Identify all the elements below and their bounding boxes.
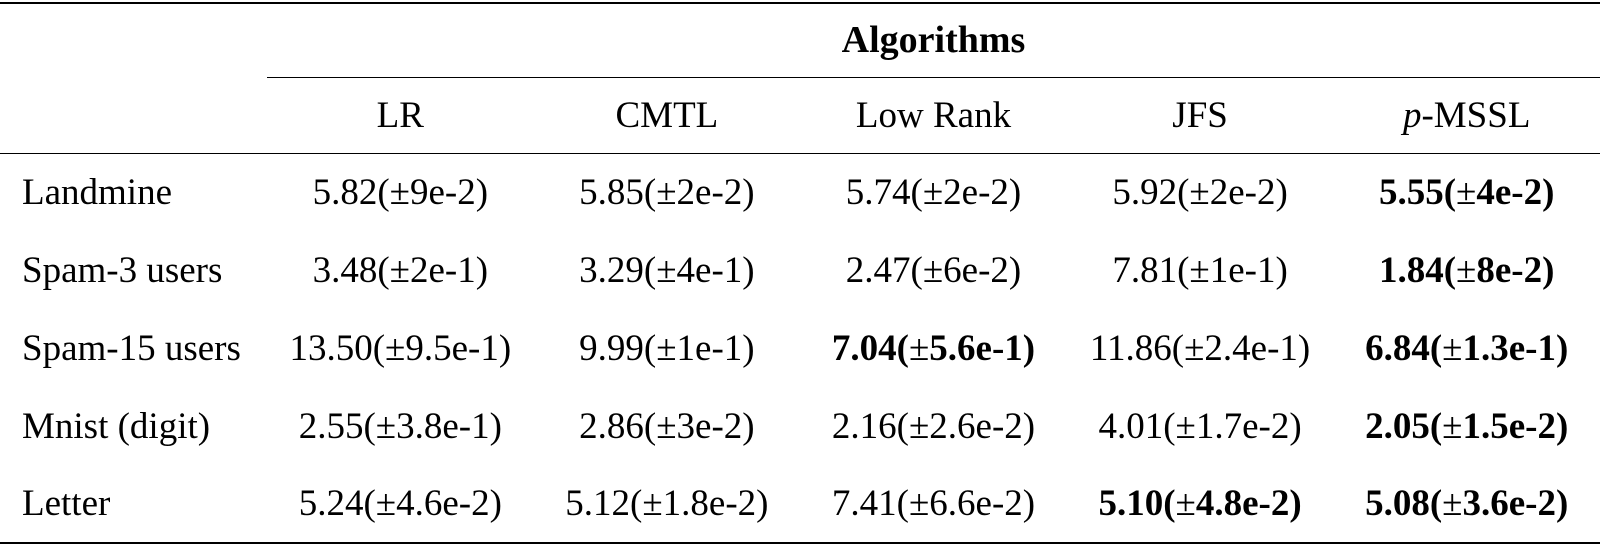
result-cell: 5.08(±3.6e-2)	[1365, 483, 1569, 524]
column-header-jfs: JFS	[1066, 77, 1334, 154]
plus-minus-symbol: ±	[1175, 483, 1196, 524]
table-row: Letter 5.24(±4.6e-2) 5.12(±1.8e-2) 7.41(±6.…	[0, 465, 1600, 543]
plus-minus-symbol: ±	[656, 171, 677, 213]
plus-minus-symbol: ±	[1189, 171, 1210, 213]
plus-minus-symbol: ±	[375, 483, 397, 524]
result-cell: 5.85(±2e-2)	[579, 171, 755, 213]
result-cell: 4.01(±1.7e-2)	[1098, 405, 1302, 447]
column-header-row: LR CMTL Low Rank JFS p-MSSL	[0, 77, 1600, 154]
column-header-cmtl: CMTL	[533, 77, 801, 154]
result-cell: 2.86(±3e-2)	[579, 405, 755, 447]
plus-minus-symbol: ±	[375, 405, 397, 447]
plus-minus-symbol: ±	[1189, 249, 1210, 291]
plus-minus-symbol: ±	[922, 249, 944, 291]
result-cell: 5.55(±4e-2)	[1378, 171, 1555, 213]
plus-minus-symbol: ±	[1442, 327, 1463, 369]
result-cell: 5.74(±2e-2)	[845, 171, 1022, 213]
table-row: Mnist (digit) 2.55(±3.8e-1) 2.86(±3e-2) 2.1…	[0, 387, 1600, 465]
result-cell: 6.84(±1.3e-1)	[1365, 327, 1569, 369]
dataset-label: Mnist (digit)	[22, 405, 211, 447]
plus-minus-symbol: ±	[656, 405, 677, 447]
plus-minus-symbol: ±	[1442, 405, 1463, 447]
result-cell: 1.84(±8e-2)	[1378, 249, 1555, 291]
dataset-label: Spam-3 users	[22, 249, 223, 291]
column-header-p-mssl: p-MSSL	[1333, 77, 1600, 154]
result-cell: 2.55(±3.8e-1)	[298, 405, 502, 447]
plus-minus-symbol: ±	[1456, 249, 1477, 291]
plus-minus-symbol: ±	[1175, 405, 1196, 447]
dataset-label: Letter	[22, 483, 111, 524]
result-cell: 5.24(±4.6e-2)	[298, 483, 502, 524]
table-header: Algorithms LR CMTL Low Rank JFS p-MSSL	[0, 3, 1600, 154]
result-cell: 7.41(±6.6e-2)	[831, 483, 1036, 524]
result-cell: 5.12(±1.8e-2)	[565, 483, 769, 524]
plus-minus-symbol: ±	[1184, 327, 1205, 369]
plus-minus-symbol: ±	[908, 327, 930, 369]
plus-minus-symbol: ±	[908, 405, 930, 447]
result-cell: 9.99(±1e-1)	[579, 327, 755, 369]
plus-minus-symbol: ±	[642, 483, 663, 524]
dataset-label: Spam-15 users	[22, 327, 241, 369]
column-header-lr: LR	[267, 77, 534, 154]
column-header-low-rank: Low Rank	[800, 77, 1067, 154]
group-header-row: Algorithms	[0, 3, 1600, 78]
result-cell: 2.16(±2.6e-2)	[831, 405, 1036, 447]
result-cell: 7.81(±1e-1)	[1112, 249, 1288, 291]
plus-minus-symbol: ±	[656, 327, 677, 369]
plus-minus-symbol: ±	[908, 483, 930, 524]
dataset-label: Landmine	[22, 171, 173, 213]
plus-minus-symbol: ±	[656, 249, 677, 291]
table-row: Spam-3 users 3.48(±2e-1) 3.29(±4e-1) 2.47(±…	[0, 231, 1600, 309]
result-cell: 11.86(±2.4e-1)	[1089, 327, 1311, 369]
plus-minus-symbol: ±	[922, 171, 944, 213]
table-body: Landmine 5.82(±9e-2) 5.85(±2e-2) 5.74(±2e-2…	[0, 153, 1600, 543]
result-cell: 5.82(±9e-2)	[312, 171, 489, 213]
result-cell: 3.29(±4e-1)	[579, 249, 755, 291]
result-cell: 7.04(±5.6e-1)	[831, 327, 1036, 369]
plus-minus-symbol: ±	[1442, 483, 1463, 524]
group-header-spacer	[0, 3, 267, 77]
plus-minus-symbol: ±	[1456, 171, 1477, 213]
result-cell: 3.48(±2e-1)	[312, 249, 489, 291]
plus-minus-symbol: ±	[389, 171, 410, 213]
column-header-spacer	[0, 77, 267, 154]
result-cell: 2.05(±1.5e-2)	[1365, 405, 1569, 447]
table-row: Spam-15 users 13.50(±9.5e-1) 9.99(±1e-1) 7.…	[0, 309, 1600, 387]
plus-minus-symbol: ±	[389, 249, 410, 291]
result-cell: 5.92(±2e-2)	[1112, 171, 1288, 213]
plus-minus-symbol: ±	[385, 327, 406, 369]
group-header-algorithms: Algorithms	[267, 3, 1600, 78]
result-cell: 5.10(±4.8e-2)	[1098, 483, 1302, 524]
result-cell: 2.47(±6e-2)	[845, 249, 1022, 291]
result-cell: 13.50(±9.5e-1)	[289, 327, 512, 369]
table-row: Landmine 5.82(±9e-2) 5.85(±2e-2) 5.74(±2e-2…	[0, 153, 1600, 231]
